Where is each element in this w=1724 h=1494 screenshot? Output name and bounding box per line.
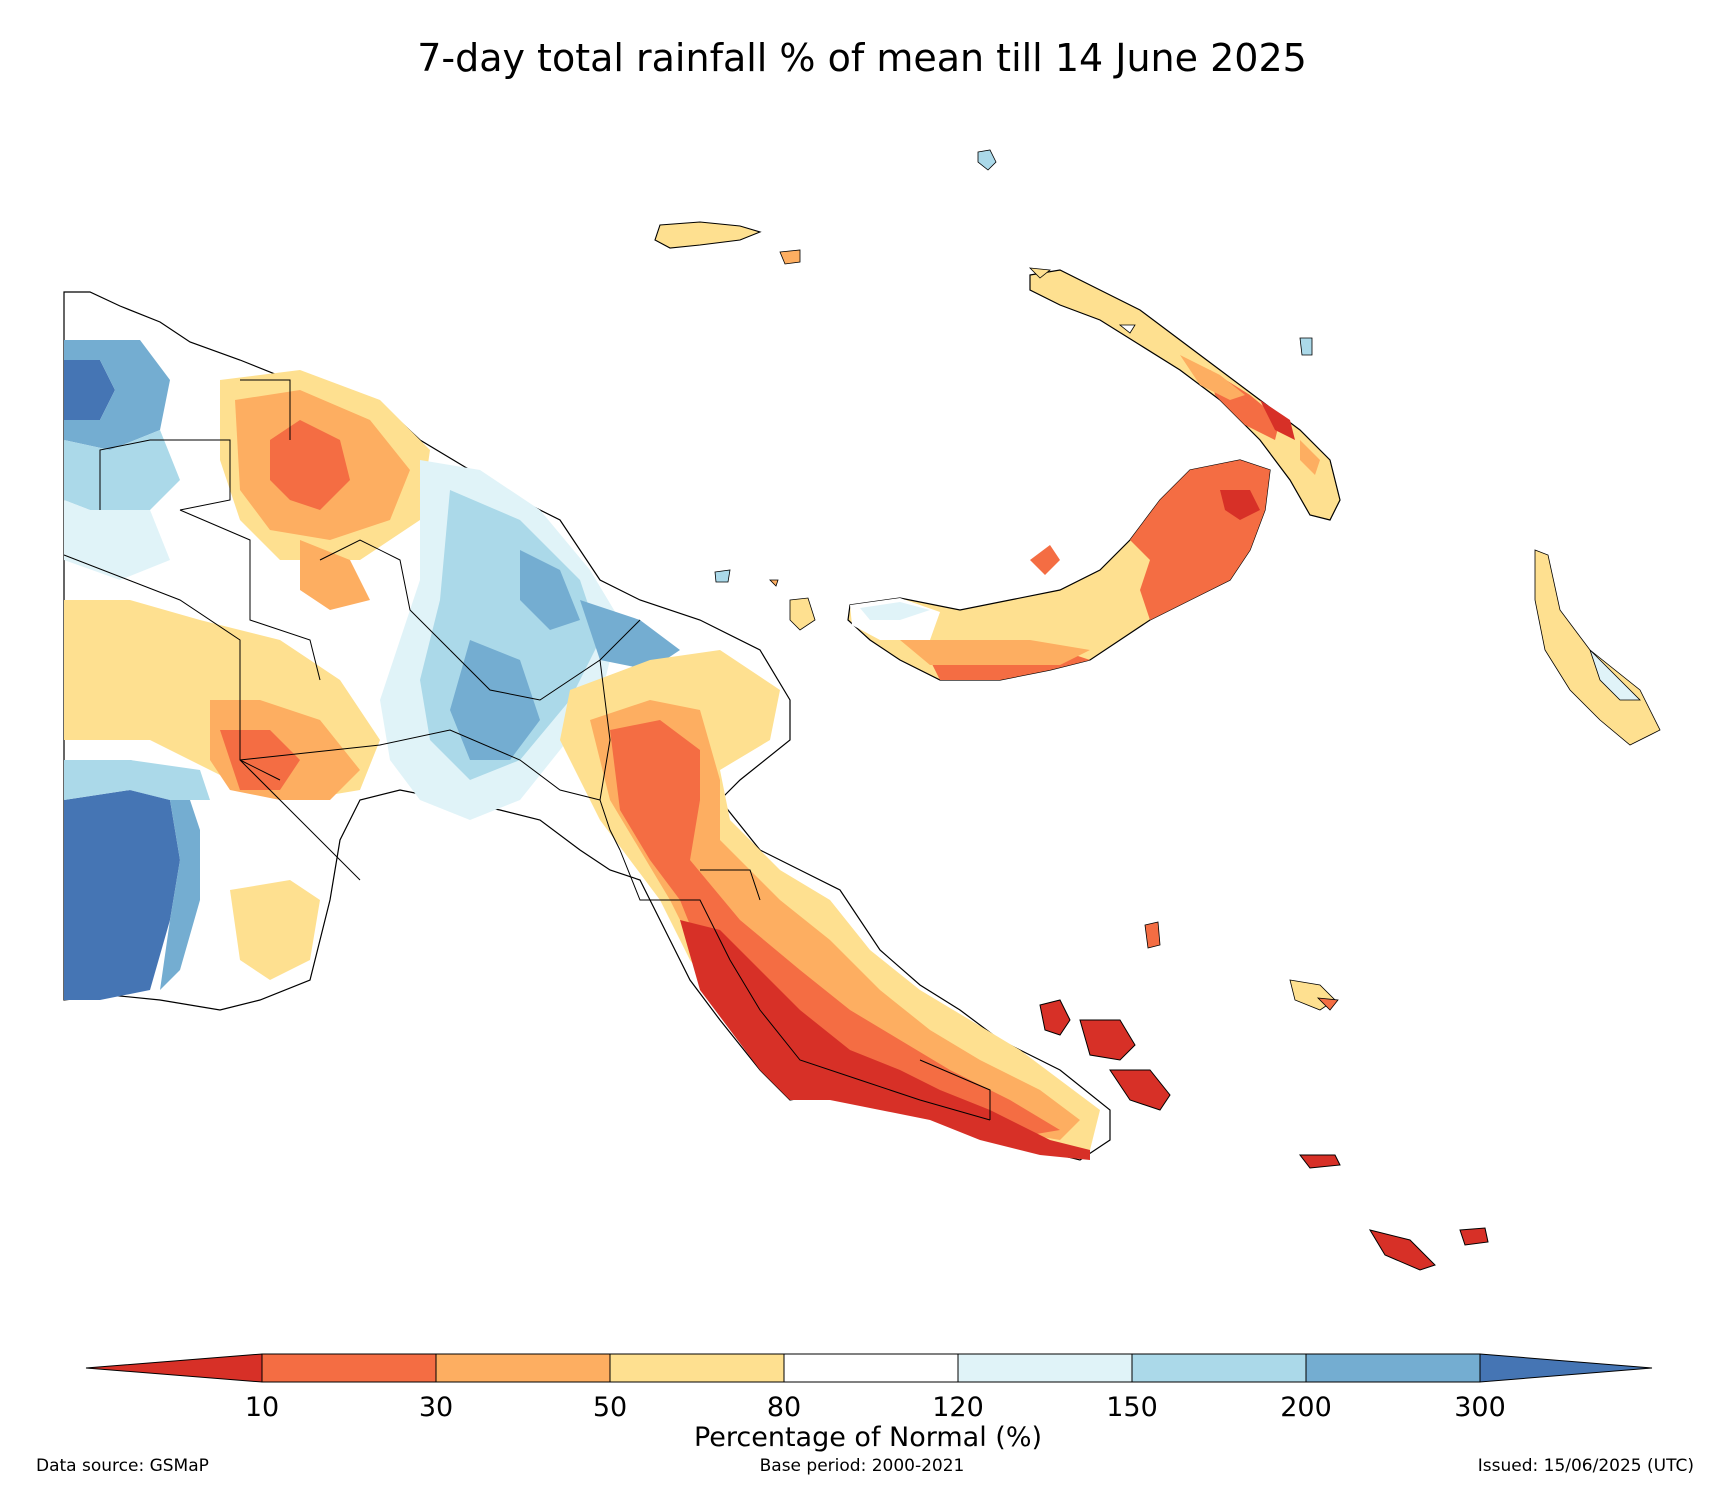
colorbar-120-150 (957, 1353, 1133, 1383)
new-britain-blue-west (860, 602, 930, 620)
new-britain-10-30-neck (1030, 545, 1060, 575)
colorbar-tick-30: 30 (419, 1392, 453, 1423)
colorbar-50-80 (609, 1353, 785, 1383)
colorbar-tick-120: 120 (932, 1392, 984, 1423)
colorbar-tick-80: 80 (767, 1392, 801, 1423)
province-boundaries (63, 379, 991, 1121)
new-britain-30-50-center (900, 640, 1090, 665)
region-gt300-southwest (64, 790, 180, 1000)
colorbar-tick-200: 200 (1280, 1392, 1332, 1423)
colorbar-tick-10: 10 (245, 1392, 279, 1423)
new-ireland-30-50 (1180, 355, 1320, 475)
manus-island (654, 221, 801, 265)
region-150-200-southwest (64, 760, 210, 800)
colorbar-80-120 (783, 1353, 959, 1383)
new-ireland (1029, 269, 1341, 521)
new-britain (847, 459, 1271, 681)
new-britain-10-30-east (1130, 460, 1270, 620)
colorbar-200-300 (1305, 1353, 1481, 1383)
region-50-80-south (230, 880, 320, 980)
colorbar-tick-50: 50 (593, 1392, 627, 1423)
region-200-300-southwest (130, 760, 200, 990)
region-200-300-central (450, 550, 680, 760)
new-britain-lt10-east (1220, 490, 1260, 520)
colorbar-30-50 (435, 1353, 611, 1383)
colorbar-gt300-arrow (1479, 1353, 1653, 1383)
small-islands-north (714, 149, 1661, 1011)
map-title: 7-day total rainfall % of mean till 14 J… (417, 36, 1307, 80)
colorbar: 10 30 50 80 120 150 200 300 Percentage o… (85, 1353, 1653, 1453)
mainland-png (63, 291, 1111, 1161)
region-lt10-east (680, 920, 1090, 1160)
milne-bay-islands (1039, 999, 1489, 1271)
colorbar-lt10-arrow (85, 1353, 263, 1383)
issued-text: Issued: 15/06/2025 (UTC) (1477, 1456, 1694, 1476)
new-ireland-outline (1029, 269, 1341, 521)
region-200-300-northwest (64, 340, 170, 450)
region-30-50-east (590, 700, 1080, 1140)
colorbar-150-200 (1131, 1353, 1307, 1383)
colorbar-tick-150: 150 (1106, 1392, 1158, 1423)
data-source-text: Data source: GSMaP (36, 1456, 209, 1476)
colorbar-10-30 (261, 1353, 437, 1383)
region-10-30-north-central-2 (300, 540, 370, 610)
colorbar-title: Percentage of Normal (%) (694, 1422, 1042, 1453)
new-ireland-lt10-mid (1260, 400, 1295, 440)
region-10-30-north-central (270, 420, 350, 510)
region-120-150-northwest (64, 500, 170, 580)
colorbar-tick-300: 300 (1454, 1392, 1506, 1423)
region-gt300-northwest (64, 360, 115, 420)
region-150-200-northwest (64, 430, 180, 510)
base-period-text: Base period: 2000-2021 (759, 1456, 965, 1476)
